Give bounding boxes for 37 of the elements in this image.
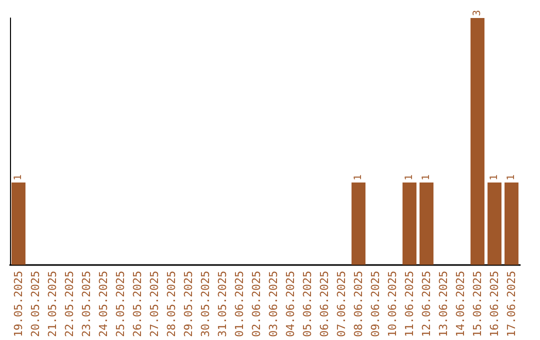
x-tick-label: 24.05.2025 (97, 270, 110, 338)
x-tick-label: 16.06.2025 (488, 270, 501, 338)
data-label: 1 (506, 174, 517, 181)
x-tick-label: 19.05.2025 (12, 270, 25, 338)
x-tick-label: 21.05.2025 (46, 270, 59, 338)
x-tick-label: 05.06.2025 (301, 270, 314, 338)
x-tick-label: 07.06.2025 (335, 270, 348, 338)
x-tick-label: 29.05.2025 (182, 270, 195, 338)
x-tick-label: 01.06.2025 (233, 270, 246, 338)
x-tick-label: 12.06.2025 (420, 270, 433, 338)
x-tick-label: 09.06.2025 (369, 270, 382, 338)
x-tick-label: 23.05.2025 (80, 270, 93, 338)
x-tick-label: 27.05.2025 (148, 270, 161, 338)
data-label: 1 (489, 174, 500, 181)
data-label: 1 (13, 174, 24, 181)
x-tick-label: 06.06.2025 (318, 270, 331, 338)
x-tick-label: 26.05.2025 (131, 270, 144, 338)
x-tick-label: 20.05.2025 (29, 270, 42, 338)
data-label: 1 (421, 174, 432, 181)
x-tick-label: 11.06.2025 (403, 270, 416, 338)
x-tick-label: 10.06.2025 (386, 270, 399, 338)
x-tick-label: 30.05.2025 (199, 270, 212, 338)
x-tick-label: 17.06.2025 (505, 270, 518, 338)
x-tick-label: 15.06.2025 (471, 270, 484, 338)
data-label: 3 (472, 10, 483, 16)
x-tick-label: 14.06.2025 (454, 270, 467, 338)
x-tick-label: 02.06.2025 (250, 270, 263, 338)
x-tick-label: 25.05.2025 (114, 270, 127, 338)
x-tick-label: 28.05.2025 (165, 270, 178, 338)
x-tick-label: 03.06.2025 (267, 270, 280, 338)
x-tick-label: 04.06.2025 (284, 270, 297, 338)
x-tick-label: 22.05.2025 (63, 270, 76, 338)
x-tick-label: 08.06.2025 (352, 270, 365, 338)
x-tick-label: 13.06.2025 (437, 270, 450, 338)
x-tick-label: 31.05.2025 (216, 270, 229, 338)
data-label: 1 (404, 174, 415, 181)
data-label: 1 (353, 174, 364, 181)
